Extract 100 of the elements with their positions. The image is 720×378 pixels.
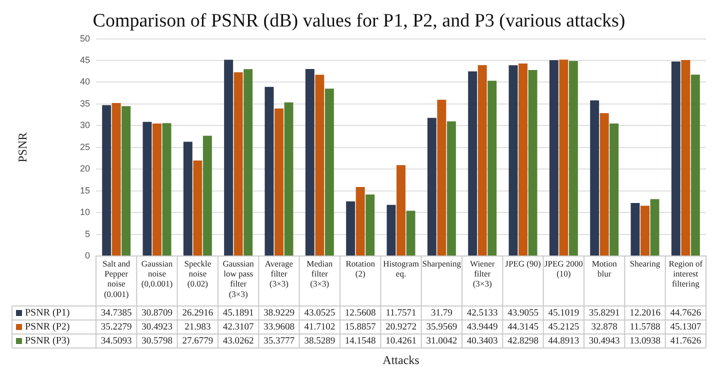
bar (122, 106, 131, 256)
bar (488, 80, 497, 256)
bar (234, 72, 243, 256)
data-label: 45.2125 (548, 322, 580, 332)
legend-label: PSNR (P3) (25, 336, 70, 347)
data-label: 38.5289 (304, 336, 336, 346)
x-tick-label: Gaussian low pass filter (3×3) (222, 258, 255, 299)
data-label: 20.9272 (386, 322, 417, 332)
data-label: 14.1548 (344, 336, 376, 346)
bar (508, 65, 518, 256)
y-tick-label: 0 (84, 250, 90, 260)
y-tick-label: 50 (80, 33, 90, 44)
bar (324, 88, 334, 256)
bar (690, 74, 700, 256)
data-label: 15.8857 (344, 322, 376, 332)
x-tick-label: Region of interest filtering (668, 258, 703, 289)
bar (224, 60, 234, 256)
bar (630, 202, 640, 256)
bar (193, 160, 202, 256)
bar (590, 100, 600, 256)
data-label: 43.0262 (222, 336, 254, 346)
bar (528, 70, 538, 256)
bar (446, 121, 456, 256)
x-tick-label: Wiener filter (3×3) (470, 258, 495, 289)
bar (102, 105, 112, 256)
bar (681, 60, 690, 256)
y-tick-label: 25 (80, 142, 90, 152)
bar (406, 210, 416, 256)
x-tick-label: Salt and Pepper noise (0.001) (102, 258, 131, 299)
y-tick-label: 15 (80, 185, 90, 196)
bar (346, 201, 356, 256)
bar (396, 165, 406, 256)
data-label: 35.9569 (426, 322, 458, 332)
bar (112, 102, 121, 256)
data-label: 45.1019 (548, 308, 580, 318)
x-tick-label: Gaussian noise (0,0.001) (141, 258, 174, 289)
data-label: 12.5608 (344, 308, 376, 318)
data-label: 31.79 (430, 308, 453, 318)
bar (671, 62, 680, 256)
data-label: 38.9229 (264, 308, 295, 318)
data-label: 34.5093 (100, 336, 132, 346)
data-label: 43.0525 (304, 308, 336, 318)
bar (162, 123, 172, 256)
bar (568, 60, 578, 256)
bar (142, 122, 152, 256)
data-label: 32.878 (591, 322, 618, 332)
data-label: 33.9608 (264, 322, 295, 332)
bar (427, 118, 436, 256)
bar (152, 124, 162, 256)
data-label: 10.4261 (386, 336, 417, 346)
bar (610, 124, 619, 256)
data-label: 45.1891 (222, 308, 254, 318)
bar (202, 136, 212, 256)
y-tick-label: 30 (80, 120, 90, 130)
bar (518, 64, 528, 256)
bar (274, 108, 284, 256)
bar (264, 86, 274, 256)
data-label: 11.7571 (386, 308, 417, 318)
chart-title: Comparison of PSNR (dB) values for P1, P2, and P3 (various attacks) (92, 10, 626, 32)
x-tick-label: Histogram eq. (383, 258, 420, 279)
data-label: 44.8913 (548, 336, 580, 346)
data-label: 41.7102 (304, 322, 336, 332)
legend-label: PSNR (P1) (25, 308, 70, 319)
bar (600, 113, 609, 256)
bar (478, 65, 487, 256)
bar (437, 100, 446, 256)
data-label: 13.0938 (630, 336, 661, 346)
bar (315, 74, 324, 256)
data-label: 35.3777 (264, 336, 295, 346)
data-label: 30.8709 (142, 308, 173, 318)
y-tick-label: 35 (80, 98, 90, 108)
data-label: 35.8291 (588, 308, 620, 318)
data-label: 43.9449 (466, 322, 498, 332)
x-tick-label: JPEG 2000 (10) (544, 258, 583, 279)
x-tick-label: JPEG (90) (505, 258, 541, 268)
x-tick-label: Speckle noise (0.02) (184, 258, 212, 289)
bar (183, 142, 192, 256)
bar (356, 186, 365, 256)
data-label: 21.983 (184, 322, 211, 332)
bar (366, 194, 375, 256)
data-label: 42.5133 (466, 308, 498, 318)
y-tick-label: 5 (84, 228, 90, 239)
data-label: 30.4923 (142, 322, 173, 332)
bar (650, 199, 660, 256)
data-label: 12.2016 (630, 308, 661, 318)
data-label: 44.7626 (670, 308, 702, 318)
data-label: 42.8298 (508, 336, 539, 346)
data-label: 11.5788 (630, 322, 661, 332)
data-label: 40.3403 (466, 336, 498, 346)
bar (640, 206, 650, 256)
x-tick-label: Shearing (630, 258, 661, 268)
x-tick-label: Average filter (3×3) (264, 258, 294, 289)
bar (284, 102, 294, 256)
x-tick-label: Sharpening (422, 258, 462, 268)
data-label: 30.5798 (142, 336, 173, 346)
x-axis-title: Attacks (382, 352, 420, 367)
data-label: 27.6779 (182, 336, 214, 346)
y-axis-title: PSNR (15, 132, 30, 162)
x-tick-label: Rotation (2) (346, 258, 376, 279)
data-label: 43.9055 (508, 308, 539, 318)
